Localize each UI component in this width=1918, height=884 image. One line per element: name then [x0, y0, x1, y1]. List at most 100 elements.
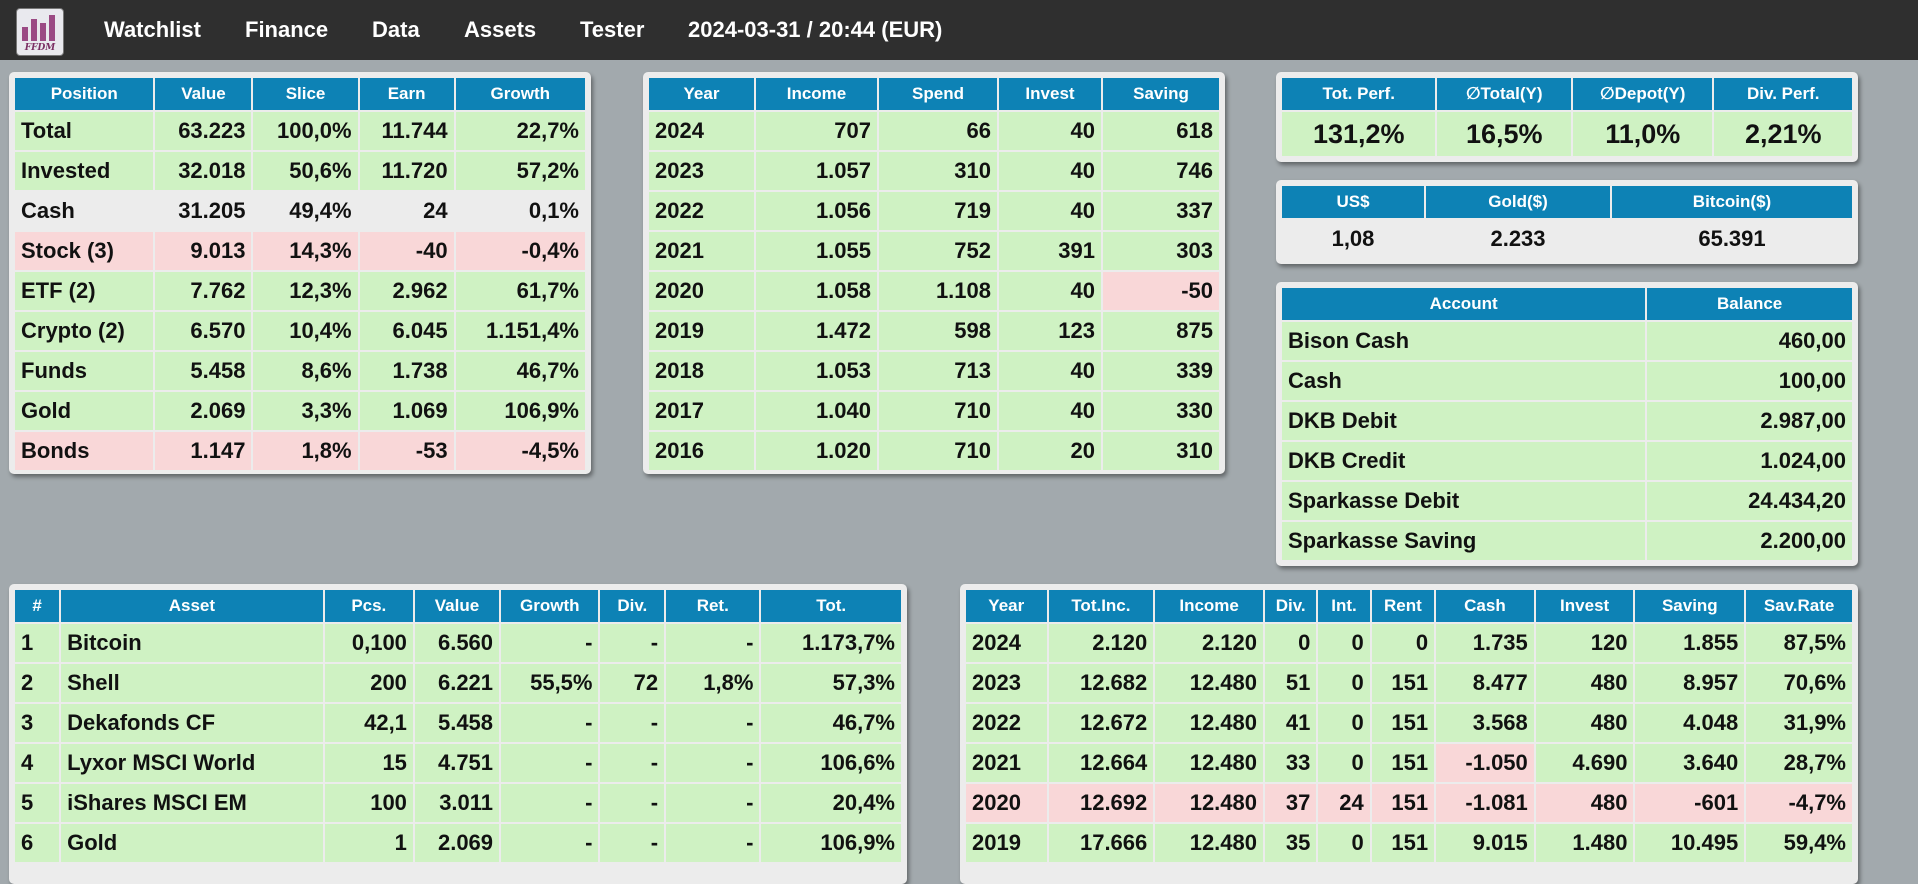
table-cell: 752: [879, 232, 997, 270]
table-cell: Cash: [15, 192, 154, 230]
table-cell: 55,5%: [501, 664, 599, 702]
income-row: 2021 12.664 12.480 33 0 151 -1.050 4.690 3.640 28…: [966, 744, 1852, 782]
table-cell: 106,9%: [761, 824, 901, 862]
table-cell: Total: [15, 112, 154, 150]
rates-panel: US$ Gold($) Bitcoin($) 1,08 2.233 65.391: [1276, 180, 1858, 264]
table-cell: 0: [1265, 624, 1317, 662]
table-cell: 17.666: [1048, 824, 1154, 862]
income-panel: Year Tot.Inc. Income Div. Int. Rent Cash Invest…: [960, 584, 1858, 884]
table-cell: 8.957: [1635, 664, 1745, 702]
table-cell: 70,6%: [1746, 664, 1852, 702]
table-cell: 2019: [649, 312, 754, 350]
rate-value: 2.233: [1426, 220, 1610, 258]
table-cell: 0: [1318, 664, 1370, 702]
column-header: Value: [155, 78, 252, 110]
column-header: Sav.Rate: [1746, 590, 1852, 622]
table-cell: 151: [1371, 784, 1435, 822]
column-header: Tot. Perf.: [1282, 78, 1436, 110]
table-cell: 40: [999, 352, 1101, 390]
column-header: Growth: [455, 78, 585, 110]
table-cell: 12.480: [1155, 704, 1263, 742]
table-cell: 72: [600, 664, 665, 702]
column-header: Tot.: [761, 590, 901, 622]
account-row: Bison Cash 460,00: [1282, 322, 1852, 360]
column-header: Spend: [879, 78, 997, 110]
table-cell: 40: [999, 112, 1101, 150]
income-row: 2023 12.682 12.480 51 0 151 8.477 480 8.957 70,6%: [966, 664, 1852, 702]
table-cell: 0: [1318, 744, 1370, 782]
column-header: Slice: [253, 78, 358, 110]
table-cell: 6.045: [359, 312, 454, 350]
table-cell: 2.120: [1155, 624, 1263, 662]
column-header: Gold($): [1426, 186, 1610, 218]
column-header: Balance: [1647, 288, 1852, 320]
column-header: Year: [966, 590, 1047, 622]
column-header: Bitcoin($): [1612, 186, 1852, 218]
table-cell: 5.458: [155, 352, 252, 390]
table-cell: -: [501, 784, 599, 822]
table-cell: Cash: [1282, 362, 1646, 400]
table-cell: 106,6%: [761, 744, 901, 782]
table-cell: 1.055: [756, 232, 877, 270]
table-cell: 40: [999, 192, 1101, 230]
table-cell: 28,7%: [1746, 744, 1852, 782]
table-cell: 3.011: [414, 784, 500, 822]
table-cell: 1.056: [756, 192, 877, 230]
column-header: Tot.Inc.: [1048, 590, 1154, 622]
nav-watchlist[interactable]: Watchlist: [104, 17, 201, 42]
table-cell: 9.013: [155, 232, 252, 270]
table-cell: 4.048: [1635, 704, 1745, 742]
table-cell: 2019: [966, 824, 1047, 862]
assets-panel: # Asset Pcs. Value Growth Div. Ret. Tot. 1 Bitco…: [9, 584, 907, 884]
asset-row: 5 iShares MSCI EM 100 3.011- - -20,4%: [15, 784, 901, 822]
table-cell: 2020: [649, 272, 754, 310]
year-row: 2024 707 66 40 618: [649, 112, 1219, 150]
table-cell: 32.018: [155, 152, 252, 190]
table-cell: 480: [1535, 664, 1634, 702]
assets-header-row: # Asset Pcs. Value Growth Div. Ret. Tot.: [15, 590, 901, 622]
table-cell: -: [501, 704, 599, 742]
accounts-header-row: Account Balance: [1282, 288, 1852, 320]
table-cell: 618: [1103, 112, 1219, 150]
table-cell: 713: [879, 352, 997, 390]
table-cell: 6: [15, 824, 60, 862]
table-cell: 719: [879, 192, 997, 230]
table-cell: DKB Credit: [1282, 442, 1646, 480]
table-cell: Gold: [61, 824, 323, 862]
nav-finance[interactable]: Finance: [245, 17, 329, 42]
table-cell: 49,4%: [253, 192, 358, 230]
table-cell: 2024: [966, 624, 1047, 662]
table-cell: 2.069: [414, 824, 500, 862]
table-cell: 151: [1371, 664, 1435, 702]
accounts-panel: Account Balance Bison Cash 460,00 Cash 100,0…: [1276, 282, 1858, 566]
table-cell: 11.720: [359, 152, 454, 190]
table-cell: 2023: [649, 152, 754, 190]
table-cell: 1.738: [359, 352, 454, 390]
table-cell: 2.120: [1048, 624, 1154, 662]
nav-data[interactable]: Data: [372, 17, 420, 42]
column-header: Earn: [359, 78, 454, 110]
table-cell: 2023: [966, 664, 1047, 702]
table-cell: 24.434,20: [1647, 482, 1852, 520]
table-cell: 200: [324, 664, 413, 702]
table-cell: 8,6%: [253, 352, 358, 390]
income-header-row: Year Tot.Inc. Income Div. Int. Rent Cash Invest…: [966, 590, 1852, 622]
table-cell: 20,4%: [761, 784, 901, 822]
performance-value: 131,2%: [1282, 112, 1436, 156]
table-cell: -: [501, 624, 599, 662]
nav-tester[interactable]: Tester: [580, 17, 645, 42]
table-cell: 1.024,00: [1647, 442, 1852, 480]
table-cell: 40: [999, 152, 1101, 190]
ffdm-logo[interactable]: FFDM: [16, 8, 64, 56]
performance-table: Tot. Perf. ∅Total(Y) ∅Depot(Y) Div. Perf. 1…: [1280, 76, 1854, 158]
income-row: 2019 17.666 12.480 35 0 151 9.015 1.480 10.495 59…: [966, 824, 1852, 862]
table-cell: 151: [1371, 704, 1435, 742]
nav-assets[interactable]: Assets: [464, 17, 537, 42]
yearly-header-row: Year Income Spend Invest Saving: [649, 78, 1219, 110]
table-cell: 12.480: [1155, 824, 1263, 862]
performance-value-row: 131,2% 16,5% 11,0% 2,21%: [1282, 112, 1852, 156]
table-cell: 1.173,7%: [761, 624, 901, 662]
table-cell: Sparkasse Saving: [1282, 522, 1646, 560]
table-cell: 57,2%: [455, 152, 585, 190]
top-nav-bar: FFDM Watchlist Finance Data Assets Teste…: [0, 0, 1918, 60]
